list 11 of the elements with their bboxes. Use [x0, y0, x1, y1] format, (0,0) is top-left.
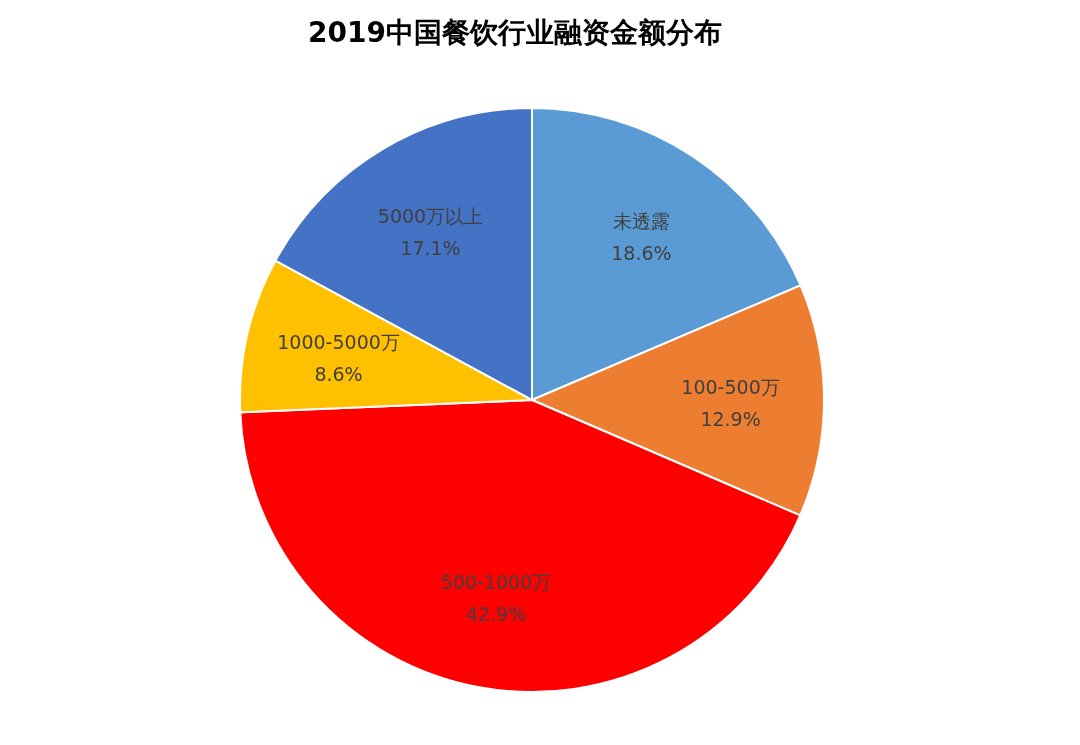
slice-label: 500-1000万 — [440, 571, 552, 594]
data-label: 17.1% — [400, 237, 461, 260]
chart-title: 2019中国餐饮行业融资金额分布 — [308, 16, 722, 49]
data-label: 42.9% — [465, 603, 527, 626]
slice-label: 5000万以上 — [377, 205, 484, 228]
data-label: 18.6% — [611, 242, 672, 265]
data-label: 12.9% — [700, 408, 761, 431]
slice-label: 1000-5000万 — [277, 331, 400, 354]
data-label: 8.6% — [314, 363, 363, 386]
slice-label: 未透露 — [612, 210, 670, 233]
slice-label: 100-500万 — [681, 376, 780, 399]
